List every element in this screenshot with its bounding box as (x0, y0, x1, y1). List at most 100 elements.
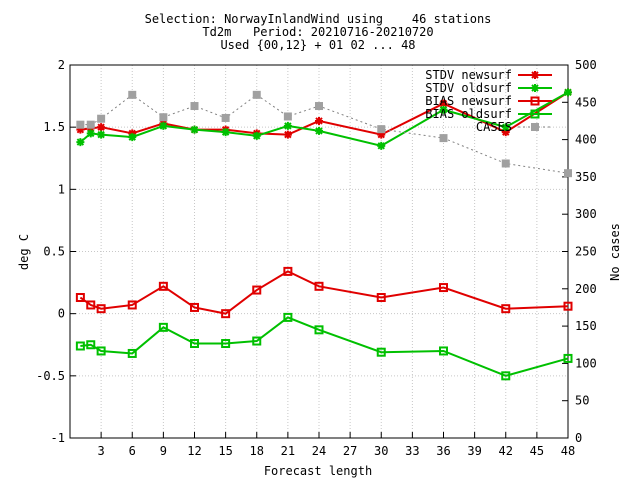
point-square-marker (190, 339, 199, 349)
y-tick-label: -0.5 (36, 369, 65, 383)
point-square-marker (314, 281, 324, 291)
point-filled-square-marker (531, 123, 539, 131)
x-tick-label: 39 (467, 444, 481, 458)
point-filled-square-marker (86, 120, 95, 129)
point-square-marker (86, 300, 96, 310)
point-star-marker (501, 123, 510, 132)
point-square-marker (530, 109, 540, 119)
point-square-marker (75, 293, 85, 303)
point-star-marker (439, 105, 448, 114)
x-axis-label: Forecast length (264, 464, 372, 478)
point-square-marker (158, 322, 168, 332)
series-line (80, 91, 569, 136)
y-tick-label: 2 (58, 58, 65, 72)
point-star-marker (76, 125, 85, 134)
point-square-marker (86, 340, 96, 350)
x-tick-label: 21 (281, 444, 295, 458)
point-star-marker (501, 128, 510, 137)
y2-tick-label: 0 (575, 431, 582, 445)
point-filled-square-marker (97, 114, 106, 123)
point-filled-square-marker (190, 102, 199, 111)
series-cases (76, 90, 572, 178)
legend-label: STDV oldsurf (425, 81, 512, 95)
axes: -1-0.500.511.523 6 9 12 15 18 21 24 27 30 33 36 39 42… (36, 58, 597, 458)
x-tick-label: 12 (187, 444, 201, 458)
point-square-marker (376, 293, 386, 303)
point-star-marker (190, 125, 199, 134)
y-axis-label: deg C (17, 234, 31, 270)
series-bias-newsurf (75, 266, 573, 319)
point-square-marker (96, 304, 106, 314)
point-square-marker (439, 283, 448, 293)
legend-entry: CASES (476, 120, 552, 134)
y2-tick-label: 500 (575, 58, 597, 72)
point-filled-square-marker (564, 169, 572, 178)
x-tick-label: 3 (98, 444, 105, 458)
point-square-marker (501, 304, 511, 314)
point-star-marker (221, 128, 230, 137)
x-tick-label: 24 (312, 444, 326, 458)
point-square-marker (314, 325, 324, 335)
y2-tick-label: 350 (575, 170, 597, 184)
y2-axis-label: No cases (608, 223, 622, 281)
point-square-marker (376, 347, 386, 357)
y2-tick-label: 450 (575, 95, 597, 109)
point-star-marker (159, 121, 168, 130)
point-star-marker (252, 131, 261, 140)
point-square-marker (221, 309, 231, 319)
x-tick-label: 18 (250, 444, 264, 458)
grid-lines (70, 65, 568, 438)
point-square-marker (439, 346, 448, 356)
legend-entry: BIAS oldsurf (425, 107, 552, 121)
legend-label: CASES (476, 120, 512, 134)
point-star-marker (86, 129, 95, 138)
chart-title-line-1: Selection: NorwayInlandWind using 46 sta… (145, 12, 492, 26)
point-filled-square-marker (159, 113, 168, 122)
point-filled-square-marker (439, 134, 448, 143)
y2-tick-label: 300 (575, 207, 597, 221)
point-square-marker (283, 266, 293, 276)
point-star-marker (564, 88, 572, 97)
x-tick-label: 9 (160, 444, 167, 458)
point-square-marker (563, 301, 573, 311)
x-tick-label: 48 (561, 444, 575, 458)
point-filled-square-marker (315, 102, 323, 111)
y-tick-label: 1.5 (43, 120, 65, 134)
point-star-marker (531, 71, 539, 79)
x-tick-label: 6 (129, 444, 136, 458)
point-filled-square-marker (283, 112, 292, 121)
legend-entry: BIAS newsurf (425, 94, 552, 108)
point-star-marker (283, 130, 292, 139)
point-square-marker (190, 302, 199, 312)
chart-title: Selection: NorwayInlandWind using 46 sta… (145, 12, 492, 52)
x-tick-label: 36 (436, 444, 450, 458)
y2-tick-label: 100 (575, 356, 597, 370)
chart-title-line-2: Td2m Period: 20210716-20210720 (202, 25, 433, 39)
legend-label: BIAS oldsurf (425, 107, 512, 121)
point-square-marker (221, 339, 231, 349)
chart-title-line-3: Used {00,12} + 01 02 ... 48 (220, 38, 415, 52)
y-tick-label: -1 (51, 431, 65, 445)
point-star-marker (377, 141, 386, 150)
point-star-marker (531, 84, 539, 92)
x-tick-label: 27 (343, 444, 357, 458)
y2-tick-label: 200 (575, 282, 597, 296)
point-filled-square-marker (128, 90, 137, 99)
point-square-marker (96, 346, 106, 356)
point-star-marker (315, 116, 323, 125)
x-tick-label: 15 (218, 444, 232, 458)
point-square-marker (127, 348, 137, 358)
point-star-marker (283, 121, 292, 130)
y2-tick-label: 150 (575, 319, 597, 333)
series-stdv-oldsurf (76, 88, 572, 150)
legend-label: STDV newsurf (425, 68, 512, 82)
y-tick-label: 0 (58, 307, 65, 321)
point-square-marker (158, 281, 168, 291)
legend-entry: STDV oldsurf (425, 81, 552, 95)
point-square-marker (501, 371, 511, 381)
series-line (79, 270, 569, 315)
point-star-marker (128, 133, 137, 142)
series-bias-oldsurf (75, 312, 573, 381)
